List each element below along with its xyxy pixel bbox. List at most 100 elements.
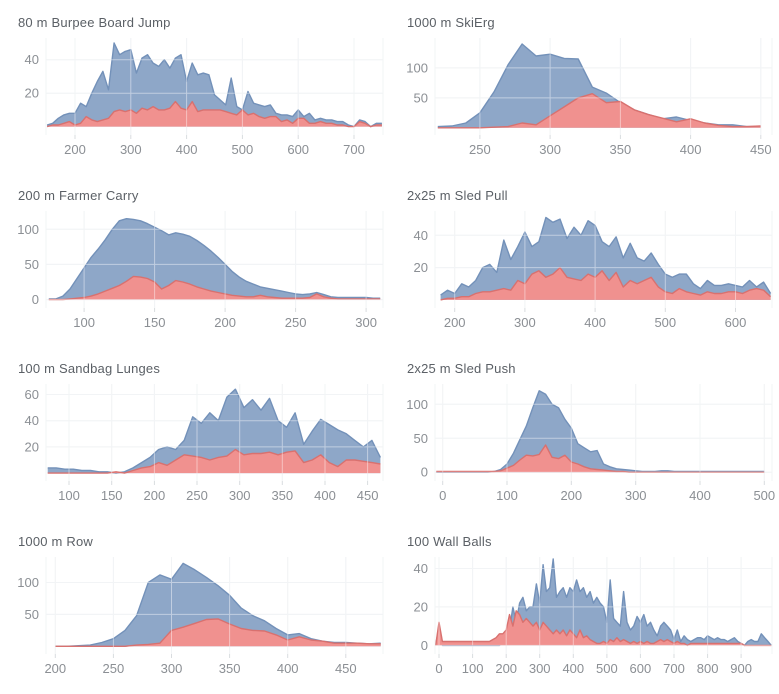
gridline-overlay [45,211,384,308]
chart-title-burpee-board-jump: 80 m Burpee Board Jump [18,15,171,30]
red-series-outline [435,610,772,647]
blue-area-series[interactable] [435,558,772,646]
x-tick-label: 100 [73,315,95,330]
blue-area-series[interactable] [47,43,382,127]
x-tick-label: 500 [596,661,618,676]
x-tick-label: 250 [186,488,208,503]
x-tick-label: 800 [697,661,719,676]
x-tick-label: 400 [584,315,606,330]
red-series-outline [47,448,381,474]
x-tick-label: 300 [625,488,647,503]
blue-series-outline [47,388,382,474]
x-tick-label: 250 [103,661,125,676]
y-tick-label: 0 [32,292,39,307]
x-tick-label: 400 [314,488,336,503]
x-tick-label: 250 [285,315,307,330]
blue-series-outline [48,217,381,300]
red-area-series[interactable] [55,618,381,647]
x-tick-label: 300 [161,661,183,676]
y-tick-label: 50 [25,607,39,622]
chart-title-sled-pull: 2x25 m Sled Pull [407,188,508,203]
blue-area-series[interactable] [48,218,381,300]
gridline-overlay [45,557,384,654]
chart-cell-sled-push: 2x25 m Sled Push 0 100 200 300 400 500 0 50 100 [389,347,779,520]
x-tick-label: 200 [144,488,166,503]
chart-plot-sandbag-lunges[interactable]: 100 150 200 250 300 350 400 450 20 40 60 [0,378,389,516]
chart-plot-burpee-board-jump[interactable]: 200 300 400 500 600 700 20 40 [0,32,389,170]
x-tick-label: 250 [469,142,491,157]
x-tick-label: 200 [214,315,236,330]
gridline-overlay [434,384,773,481]
x-tick-label: 100 [462,661,484,676]
x-tick-label: 0 [439,488,446,503]
y-tick-label: 50 [414,431,428,446]
x-tick-label: 450 [357,488,379,503]
y-tick-label: 40 [414,228,428,243]
x-tick-label: 700 [663,661,685,676]
chart-cell-sandbag-lunges: 100 m Sandbag Lunges 100 150 200 250 300 350 4… [0,347,389,520]
x-tick-label: 500 [654,315,676,330]
chart-plot-skierg[interactable]: 250 300 350 400 450 50 100 [389,32,778,170]
blue-area-series[interactable] [436,390,765,473]
x-tick-label: 500 [232,142,254,157]
blue-area-series[interactable] [47,389,381,474]
x-tick-label: 200 [495,661,517,676]
y-tick-label: 100 [17,575,39,590]
gridline-overlay [45,38,384,135]
x-tick-label: 300 [539,142,561,157]
x-tick-label: 450 [750,142,772,157]
gridline-overlay [434,211,773,308]
chart-plot-farmer-carry[interactable]: 100 150 200 250 300 0 50 100 [0,205,389,343]
chart-title-sandbag-lunges: 100 m Sandbag Lunges [18,361,161,376]
blue-area-series[interactable] [55,563,381,647]
chart-plot-wall-balls[interactable]: 0 100 200 300 400 500 600 700 800 900 0 20 40 [389,551,778,689]
x-tick-label: 350 [271,488,293,503]
chart-plot-row[interactable]: 200 250 300 350 400 450 50 100 [0,551,389,689]
y-tick-label: 20 [25,86,39,101]
x-tick-label: 500 [753,488,775,503]
blue-area-series[interactable] [440,217,771,300]
x-tick-label: 150 [101,488,123,503]
x-tick-label: 400 [689,488,711,503]
red-area-series[interactable] [436,445,765,473]
x-tick-label: 200 [444,315,466,330]
x-tick-label: 600 [725,315,747,330]
y-tick-label: 20 [414,599,428,614]
red-area-series[interactable] [47,101,382,127]
y-tick-label: 60 [25,387,39,402]
chart-plot-sled-push[interactable]: 0 100 200 300 400 500 0 50 100 [389,378,778,516]
x-tick-label: 150 [144,315,166,330]
blue-series-outline [46,42,382,128]
chart-cell-wall-balls: 100 Wall Balls 0 100 200 300 400 500 600 700 800… [389,520,779,693]
red-area-series[interactable] [440,267,771,300]
x-tick-label: 200 [44,661,66,676]
x-tick-label: 300 [120,142,142,157]
red-area-series[interactable] [47,449,381,474]
red-series-outline [46,100,382,128]
red-area-series[interactable] [435,610,772,646]
x-tick-label: 300 [229,488,251,503]
chart-plot-sled-pull[interactable]: 200 300 400 500 600 20 40 [389,205,778,343]
chart-cell-sled-pull: 2x25 m Sled Pull 200 300 400 500 600 20 40 [389,174,779,347]
y-tick-label: 50 [25,257,39,272]
gridline-overlay [434,557,773,654]
y-tick-label: 0 [421,638,428,653]
x-tick-label: 400 [277,661,299,676]
blue-area-series[interactable] [437,44,761,128]
red-series-outline [440,266,772,301]
x-tick-label: 400 [680,142,702,157]
x-tick-label: 600 [287,142,309,157]
chart-title-skierg: 1000 m SkiErg [407,15,495,30]
chart-title-row: 1000 m Row [18,534,93,549]
y-tick-label: 20 [414,260,428,275]
x-tick-label: 300 [529,661,551,676]
y-tick-label: 40 [414,561,428,576]
red-area-series[interactable] [48,276,381,300]
red-area-series[interactable] [437,93,761,128]
y-tick-label: 40 [25,52,39,67]
x-tick-label: 350 [219,661,241,676]
y-tick-label: 100 [17,222,39,237]
y-tick-label: 100 [406,397,428,412]
x-tick-label: 200 [64,142,86,157]
